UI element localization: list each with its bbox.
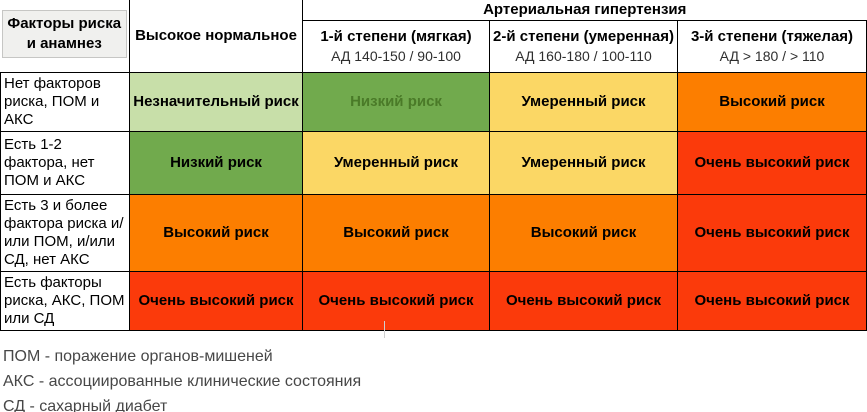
risk-cell: Очень высокий риск bbox=[677, 193, 867, 272]
factor-cell: Есть факторы риска, АКС, ПОМ или СД bbox=[0, 270, 130, 331]
risk-cell: Очень высокий риск bbox=[677, 130, 867, 195]
abbreviation-legend: ПОМ - поражение органов-мишеней АКС - ас… bbox=[3, 347, 867, 412]
column-header-risk-factors: Факторы риска и анамнез bbox=[0, 0, 130, 72]
column-header-degree-2: 2-й степени (умеренная) АД 160-180 / 100… bbox=[489, 20, 678, 73]
risk-cell: Умеренный риск bbox=[489, 71, 678, 132]
table-row: Есть 3 и более фактора риска и/или ПОМ, … bbox=[0, 193, 867, 272]
stray-divider-line bbox=[384, 321, 385, 338]
legend-sd: СД - сахарный диабет bbox=[3, 397, 168, 412]
degree-3-title: 3-й степени (тяжелая) bbox=[690, 28, 854, 45]
risk-cell: Высокий риск bbox=[302, 193, 490, 272]
table-row: Есть факторы риска, АКС, ПОМ или СД Очен… bbox=[0, 270, 867, 331]
table-row: Есть 1-2 фактора, нет ПОМ и АКС Низкий р… bbox=[0, 130, 867, 195]
factor-cell: Есть 3 и более фактора риска и/или ПОМ, … bbox=[0, 193, 130, 272]
degree-3-bp-range: АД > 180 / > 110 bbox=[719, 48, 825, 64]
risk-cell: Высокий риск bbox=[677, 71, 867, 132]
legend-aks: АКС - ассоциированные клинические состоя… bbox=[3, 372, 362, 390]
degree-1-title: 1-й степени (мягкая) bbox=[320, 28, 472, 45]
degree-1-bp-range: АД 140-150 / 90-100 bbox=[331, 48, 461, 64]
column-header-high-normal: Высокое нормальное bbox=[129, 0, 303, 72]
risk-cell: Очень высокий риск bbox=[677, 270, 867, 331]
risk-cell: Очень высокий риск bbox=[129, 270, 303, 331]
risk-factors-header-box: Факторы риска и анамнез bbox=[1, 10, 127, 59]
table-row: Нет факторов риска, ПОМ и АКС Незначител… bbox=[0, 71, 867, 132]
risk-cell: Умеренный риск bbox=[489, 130, 678, 195]
risk-cell: Очень высокий риск bbox=[489, 270, 678, 331]
risk-cell: Высокий риск bbox=[129, 193, 303, 272]
degree-2-bp-range: АД 160-180 / 100-110 bbox=[515, 48, 652, 64]
risk-cell: Незначительный риск bbox=[129, 71, 303, 132]
factor-cell: Нет факторов риска, ПОМ и АКС bbox=[0, 71, 130, 132]
column-header-degree-1: 1-й степени (мягкая) АД 140-150 / 90-100 bbox=[302, 20, 490, 73]
risk-cell: Очень высокий риск bbox=[302, 270, 490, 331]
factor-cell: Есть 1-2 фактора, нет ПОМ и АКС bbox=[0, 130, 130, 195]
group-header-arterial-hypertension: Артериальная гипертензия bbox=[302, 0, 867, 21]
risk-cell: Низкий риск bbox=[129, 130, 303, 195]
degree-2-title: 2-й степени (умеренная) bbox=[493, 28, 674, 45]
legend-pom: ПОМ - поражение органов-мишеней bbox=[3, 347, 273, 365]
column-header-degree-3: 3-й степени (тяжелая) АД > 180 / > 110 bbox=[677, 20, 867, 73]
risk-cell: Низкий риск bbox=[302, 71, 490, 132]
risk-stratification-table: Факторы риска и анамнез Высокое нормальн… bbox=[0, 0, 867, 331]
risk-cell: Умеренный риск bbox=[302, 130, 490, 195]
risk-cell: Высокий риск bbox=[489, 193, 678, 272]
